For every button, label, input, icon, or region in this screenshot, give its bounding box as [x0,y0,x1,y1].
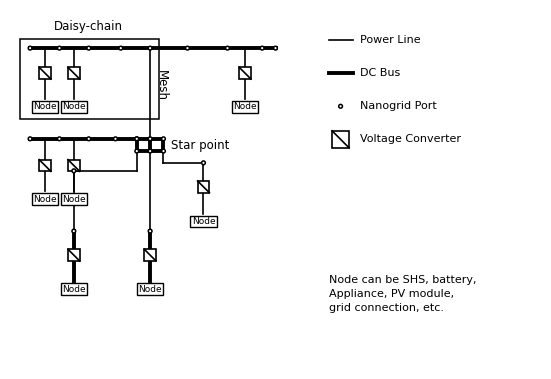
Bar [232,101,258,113]
Text: Node can be SHS, battery,
Appliance, PV module,
grid connection, etc.: Node can be SHS, battery, Appliance, PV … [329,275,477,313]
Bar [239,67,251,79]
Circle shape [186,46,190,50]
Text: Node: Node [62,194,85,204]
Circle shape [274,46,277,50]
Text: Star point: Star point [171,139,230,152]
Bar [137,283,164,295]
Text: Mesh: Mesh [154,70,168,101]
Circle shape [119,46,123,50]
Circle shape [148,229,152,233]
Bar [144,249,156,261]
Text: DC Bus: DC Bus [360,68,400,78]
Circle shape [114,137,117,141]
Circle shape [161,137,165,141]
Circle shape [148,149,152,153]
Text: Daisy-chain: Daisy-chain [54,20,123,33]
Circle shape [161,149,165,153]
Bar [68,67,80,79]
Circle shape [135,149,139,153]
Text: Node: Node [62,102,85,111]
Text: Node: Node [33,102,57,111]
Bar [190,216,217,227]
Circle shape [202,161,206,165]
Text: Nanogrid Port: Nanogrid Port [360,101,436,111]
Circle shape [57,137,61,141]
Circle shape [148,46,152,50]
Circle shape [87,137,91,141]
Bar [39,67,51,79]
Circle shape [260,46,264,50]
Bar [332,131,349,148]
Text: Power Line: Power Line [360,35,420,45]
Text: Voltage Converter: Voltage Converter [360,134,461,144]
Bar [68,160,80,171]
Bar [39,160,51,171]
Circle shape [135,137,139,141]
Circle shape [87,46,91,50]
Circle shape [72,229,75,233]
Bar [61,101,87,113]
Bar [20,39,159,119]
Circle shape [225,46,229,50]
Circle shape [57,46,61,50]
Circle shape [28,46,32,50]
Circle shape [28,137,32,141]
Circle shape [135,137,139,141]
Circle shape [148,137,152,141]
Bar [68,249,80,261]
Bar [61,283,87,295]
Text: Node: Node [62,285,85,294]
Text: Node: Node [233,102,257,111]
Bar [32,193,58,205]
Text: Node: Node [33,194,57,204]
Text: Node: Node [138,285,162,294]
Circle shape [339,104,343,108]
Bar [198,181,209,193]
Circle shape [72,169,75,173]
Text: Node: Node [192,217,215,226]
Bar [61,193,87,205]
Bar [32,101,58,113]
